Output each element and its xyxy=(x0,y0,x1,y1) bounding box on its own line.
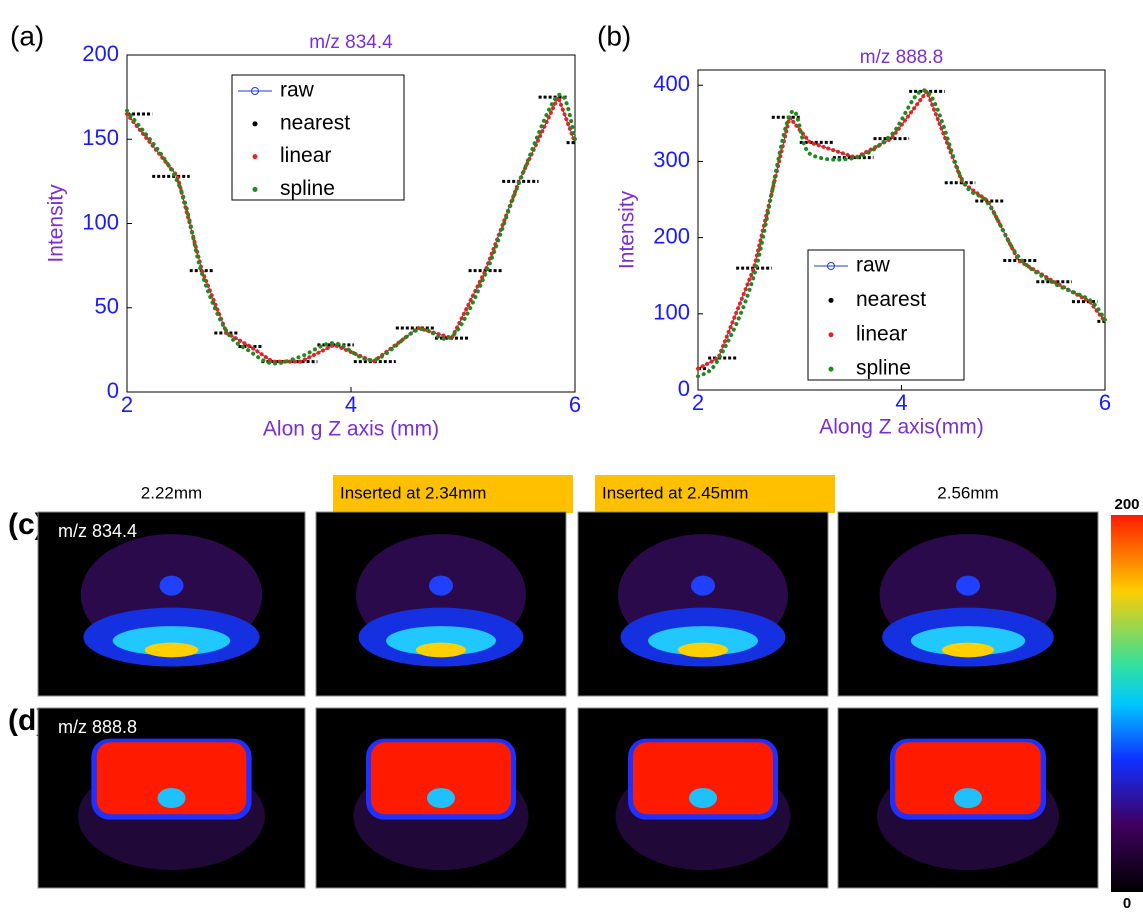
linear-line xyxy=(696,87,1107,371)
legend-box xyxy=(231,74,405,201)
tissue xyxy=(678,642,728,658)
x-axis-label: Along Z axis(mm) xyxy=(819,416,984,439)
tissue xyxy=(386,626,496,656)
x-tick-label: 4 xyxy=(895,390,907,415)
column-title: 2.22mm xyxy=(141,483,202,502)
panel-label: (b) xyxy=(597,20,631,51)
colorbar-min: 0 xyxy=(1123,895,1131,912)
tissue xyxy=(416,642,466,658)
colorbar-max: 200 xyxy=(1114,496,1139,513)
legend-label: linear xyxy=(856,322,907,345)
y-tick-label: 0 xyxy=(678,376,690,401)
spline-line xyxy=(125,92,577,366)
column-title-bg xyxy=(333,475,573,513)
y-tick-label: 0 xyxy=(107,378,119,403)
legend-marker xyxy=(252,186,258,192)
spline-line xyxy=(696,88,1107,379)
x-tick-label: 2 xyxy=(121,392,133,417)
tissue xyxy=(96,742,247,815)
y-tick-label: 50 xyxy=(95,294,119,319)
tissue xyxy=(648,626,758,656)
x-tick-label: 6 xyxy=(569,392,581,417)
legend-marker xyxy=(828,297,834,303)
row-title: m/z 834.4 xyxy=(58,521,137,541)
chart-title: m/z 834.4 xyxy=(309,32,393,53)
legend-marker xyxy=(252,121,258,127)
legend-label: nearest xyxy=(280,111,350,134)
column-title: 2.56mm xyxy=(937,483,998,502)
y-tick-label: 200 xyxy=(653,223,690,248)
y-axis-label: Intensity xyxy=(45,184,68,263)
y-tick-label: 100 xyxy=(82,209,119,234)
legend-marker xyxy=(251,87,259,95)
column-title-bg xyxy=(595,475,835,513)
legend-label: raw xyxy=(280,79,315,102)
legend-label: spline xyxy=(856,357,911,380)
legend-label: nearest xyxy=(856,288,926,311)
tissue xyxy=(956,575,980,596)
legend-marker xyxy=(828,366,834,372)
x-tick-label: 2 xyxy=(692,390,704,415)
row-title: m/z 888.8 xyxy=(58,717,137,737)
legend-box xyxy=(807,249,965,381)
colorbar xyxy=(1111,515,1143,892)
tissue xyxy=(633,742,773,815)
legend-marker xyxy=(828,332,834,338)
y-tick-label: 400 xyxy=(653,71,690,96)
tissue xyxy=(942,642,994,658)
y-tick-label: 150 xyxy=(82,125,119,150)
panel-label: (a) xyxy=(10,20,44,51)
column-title: Inserted at 2.45mm xyxy=(602,483,748,502)
tissue xyxy=(691,575,715,596)
y-tick-label: 100 xyxy=(653,300,690,325)
legend-marker xyxy=(252,154,258,160)
tissue xyxy=(427,788,455,808)
tissue xyxy=(895,742,1041,815)
tissue xyxy=(429,575,453,596)
tissue xyxy=(144,642,199,658)
legend-label: raw xyxy=(856,254,891,277)
chart-title: m/z 888.8 xyxy=(860,47,943,68)
tissue xyxy=(910,626,1026,656)
y-tick-label: 300 xyxy=(653,147,690,172)
x-axis-label: Alon g Z axis (mm) xyxy=(263,418,439,441)
tissue xyxy=(689,788,717,808)
x-tick-label: 4 xyxy=(345,392,357,417)
legend-label: spline xyxy=(280,177,335,200)
tissue xyxy=(371,742,511,815)
tissue xyxy=(112,626,231,656)
legend-marker xyxy=(827,262,835,270)
y-axis-label: Intensity xyxy=(616,190,639,269)
tissue xyxy=(954,788,982,808)
tissue xyxy=(157,788,186,808)
x-tick-label: 6 xyxy=(1099,390,1111,415)
y-tick-label: 200 xyxy=(82,41,119,66)
tissue xyxy=(159,575,184,596)
legend-label: linear xyxy=(280,144,331,167)
column-title: Inserted at 2.34mm xyxy=(340,483,486,502)
